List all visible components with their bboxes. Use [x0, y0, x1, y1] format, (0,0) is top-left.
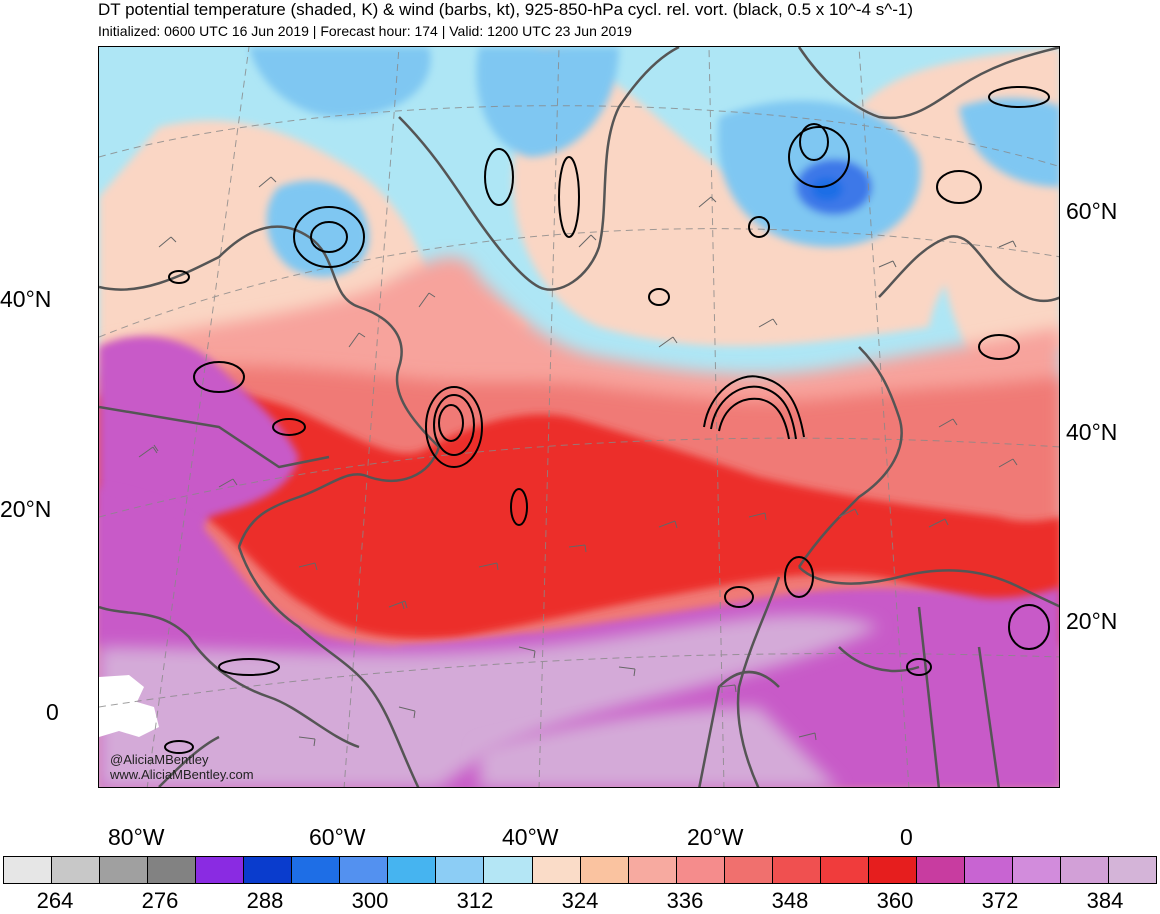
colorbar-label-348: 348 [771, 888, 809, 913]
colorbar-swatch-18 [868, 857, 917, 883]
colorbar-swatch-6 [292, 857, 341, 883]
lat-label-left-0: 0 [46, 699, 59, 725]
colorbar-swatch-14 [676, 857, 725, 883]
colorbar-label-312: 312 [456, 888, 494, 913]
shade-deep-red [99, 386, 1059, 647]
colorbar-swatch-23 [1109, 857, 1157, 883]
lon-label-0: 0 [900, 824, 913, 850]
colorbar-swatch-11 [532, 857, 581, 883]
colorbar-label-372: 372 [981, 888, 1019, 913]
colorbar-label-324: 324 [561, 888, 599, 913]
graticule [99, 47, 1059, 787]
colorbar-label-288: 288 [246, 888, 284, 913]
colorbar-label-276: 276 [141, 888, 179, 913]
map-subtitle: Initialized: 0600 UTC 16 Jun 2019 | Fore… [98, 23, 632, 39]
lat-label-right-20n: 20°N [1066, 608, 1118, 634]
lon-label-60w: 60°W [309, 824, 366, 850]
colorbar-label-336: 336 [666, 888, 704, 913]
colorbar-label-300: 300 [351, 888, 389, 913]
colorbar-swatch-7 [340, 857, 389, 883]
lat-label-right-60n: 60°N [1066, 198, 1118, 224]
colorbar-label-264: 264 [36, 888, 74, 913]
colorbar-swatch-4 [196, 857, 245, 883]
shade-cold-greenland [476, 47, 619, 157]
shade-lavender-south [479, 707, 838, 787]
lon-label-80w: 80°W [108, 824, 165, 850]
lat-label-left-20n: 20°N [0, 496, 52, 522]
colorbar-swatch-22 [1061, 857, 1110, 883]
lon-label-40w: 40°W [502, 824, 559, 850]
credit-website: www.AliciaMBentley.com [110, 767, 254, 782]
colorbar-swatch-9 [436, 857, 485, 883]
colorbar-swatch-1 [52, 857, 101, 883]
vorticity-contours [164, 86, 1050, 754]
lat-label-right-40n: 40°N [1066, 419, 1118, 445]
colorbar-label-384: 384 [1086, 888, 1124, 913]
shade-cold-ne [959, 98, 1059, 187]
lon-label-20w: 20°W [687, 824, 744, 850]
wind-barbs [138, 176, 1018, 747]
map-panel [98, 46, 1060, 788]
shade-lavender-tropics [99, 615, 879, 787]
colorbar-swatch-16 [772, 857, 821, 883]
weather-map-canvas [99, 47, 1059, 787]
colorbar-label-360: 360 [876, 888, 914, 913]
shade-peach-east [936, 144, 1059, 367]
colorbar-swatch-17 [820, 857, 869, 883]
shade-white-speckle [99, 675, 159, 737]
colorbar-swatch-15 [724, 857, 773, 883]
colorbar-swatch-21 [1012, 857, 1062, 883]
colorbar-swatch-2 [100, 857, 149, 883]
colorbar-swatch-20 [964, 857, 1013, 883]
colorbar [3, 856, 1157, 884]
shade-cold-nw [249, 47, 431, 117]
colorbar-swatch-5 [244, 857, 293, 883]
colorbar-swatch-13 [628, 857, 677, 883]
colorbar-swatch-0 [4, 857, 53, 883]
lat-label-left-40n: 40°N [0, 286, 52, 312]
colorbar-swatch-19 [916, 857, 965, 883]
shade-cold-hudson [266, 180, 369, 277]
colorbar-swatch-12 [580, 857, 629, 883]
map-title: DT potential temperature (shaded, K) & w… [98, 0, 913, 19]
colorbar-swatch-10 [484, 857, 533, 883]
credit-handle: @AliciaMBentley [110, 752, 209, 767]
colorbar-swatch-8 [388, 857, 437, 883]
colorbar-swatch-3 [148, 857, 197, 883]
